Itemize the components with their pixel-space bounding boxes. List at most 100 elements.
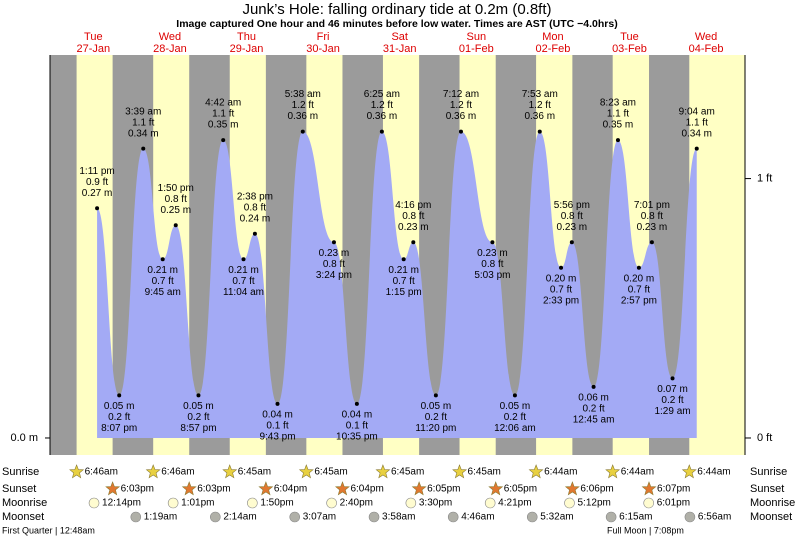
sun-icon (258, 481, 274, 496)
tide-point (300, 129, 305, 134)
day-label: Tue (620, 31, 639, 43)
tide-label: 11:20 pm (415, 423, 456, 434)
tide-label: 0.23 m (319, 248, 350, 259)
row-label: Sunrise (750, 466, 787, 478)
tide-label: 0.05 m (500, 401, 531, 412)
tide-label: 10:35 pm (336, 432, 378, 443)
tide-label: 0.1 ft (266, 421, 288, 432)
daylight (689, 55, 745, 455)
tide-label: 0.21 m (388, 265, 419, 276)
tide-point (670, 376, 675, 381)
tide-label: 0.8 ft (244, 202, 266, 213)
tide-label: 0.7 ft (628, 284, 650, 295)
moonrise-time: 4:21pm (498, 498, 531, 509)
moon-icon (88, 497, 100, 509)
tide-label: 0.24 m (240, 213, 271, 224)
tide-label: 5:38 am (285, 89, 321, 100)
tide-label: 0.2 ft (582, 404, 604, 415)
sunrise-time: 6:45am (314, 467, 347, 478)
tide-label: 0.20 m (546, 273, 577, 284)
moonset-time: 3:58am (382, 512, 415, 523)
tide-point (275, 401, 280, 406)
moon-icon (643, 497, 655, 509)
y2-tick-label: 0 ft (757, 432, 772, 444)
sun-icon (411, 481, 427, 496)
tide-label: 0.04 m (262, 410, 293, 421)
row-label: Moonrise (750, 497, 795, 509)
moonset-time: 5:32am (540, 512, 573, 523)
date-label: 30-Jan (306, 43, 340, 55)
tide-label: 2:38 pm (237, 191, 273, 202)
tide-point (636, 265, 641, 270)
tide-label: 12:06 am (494, 423, 536, 434)
sun-icon (528, 464, 544, 479)
moon-icon (326, 497, 337, 509)
chart-subtitle: Image captured One hour and 46 minutes b… (176, 18, 617, 30)
tide-label: 1.2 ft (450, 100, 472, 111)
tide-label: 0.25 m (160, 205, 191, 216)
tide-label: 0.36 m (367, 111, 398, 122)
y-tick-label: 0.0 m (10, 432, 38, 444)
moonrise-time: 2:40pm (340, 498, 373, 509)
tide-label: 4:42 am (205, 98, 241, 109)
tide-label: 1.2 ft (292, 100, 314, 111)
tide-label: 5:56 pm (554, 200, 590, 211)
tide-label: 0.23 m (477, 248, 508, 259)
tide-point (401, 257, 406, 262)
moonset-time: 3:07am (303, 512, 336, 523)
tide-point (649, 240, 654, 245)
tide-label: 0.07 m (657, 384, 688, 395)
date-label: 28-Jan (153, 43, 187, 55)
moon-icon (684, 511, 696, 523)
tide-label: 0.7 ft (232, 276, 254, 287)
tide-point (160, 257, 165, 262)
sunrise-time: 6:46am (85, 467, 118, 478)
tide-label: 0.36 m (524, 111, 555, 122)
tide-point (591, 384, 596, 389)
tide-label: 0.34 m (681, 128, 712, 139)
sunset-time: 6:04pm (274, 484, 307, 495)
tide-point (512, 393, 517, 398)
tide-point (252, 231, 257, 236)
tide-label: 0.21 m (228, 265, 259, 276)
tide-label: 0.36 m (287, 111, 318, 122)
tide-label: 11:04 am (223, 287, 264, 298)
tide-label: 0.9 ft (86, 177, 108, 188)
row-label: Moonset (2, 511, 44, 523)
tide-label: 9:45 am (145, 287, 181, 298)
chart-title: Junk’s Hole: falling ordinary tide at 0.… (242, 1, 551, 18)
tide-label: 9:43 pm (259, 432, 295, 443)
tide-label: 0.2 ft (425, 412, 447, 423)
day-label: Fri (317, 31, 330, 43)
tide-label: 0.35 m (208, 120, 239, 131)
sun-icon (641, 481, 657, 496)
tide-label: 0.35 m (603, 120, 634, 131)
row-label: Sunset (750, 483, 784, 495)
day-label: Sun (467, 31, 487, 43)
tide-point (411, 240, 416, 245)
tide-label: 2:57 pm (621, 295, 657, 306)
day-label: Wed (695, 31, 717, 43)
tide-point (490, 240, 495, 245)
tide-label: 1:29 am (654, 406, 690, 417)
tide-label: 3:24 pm (316, 270, 352, 281)
tide-label: 0.2 ft (504, 412, 526, 423)
row-label: Moonrise (2, 497, 47, 509)
tide-point (694, 146, 699, 151)
date-label: 03-Feb (612, 43, 647, 55)
sun-icon (222, 464, 238, 479)
tide-label: 1.2 ft (529, 100, 551, 111)
tide-label: 0.7 ft (550, 284, 572, 295)
tide-point (331, 240, 336, 245)
day-label: Wed (159, 31, 181, 43)
moon-icon (405, 497, 417, 509)
tide-label: 0.04 m (342, 410, 373, 421)
plot (50, 55, 745, 455)
sunset-time: 6:05pm (427, 484, 460, 495)
sunset-time: 6:06pm (580, 484, 613, 495)
moon-phase: Full Moon | 7:08pm (607, 525, 684, 535)
tide-label: 3:39 am (125, 106, 161, 117)
sun-icon (145, 464, 161, 479)
tide-label: 5:03 pm (474, 270, 510, 281)
sunrise-time: 6:44am (621, 467, 654, 478)
